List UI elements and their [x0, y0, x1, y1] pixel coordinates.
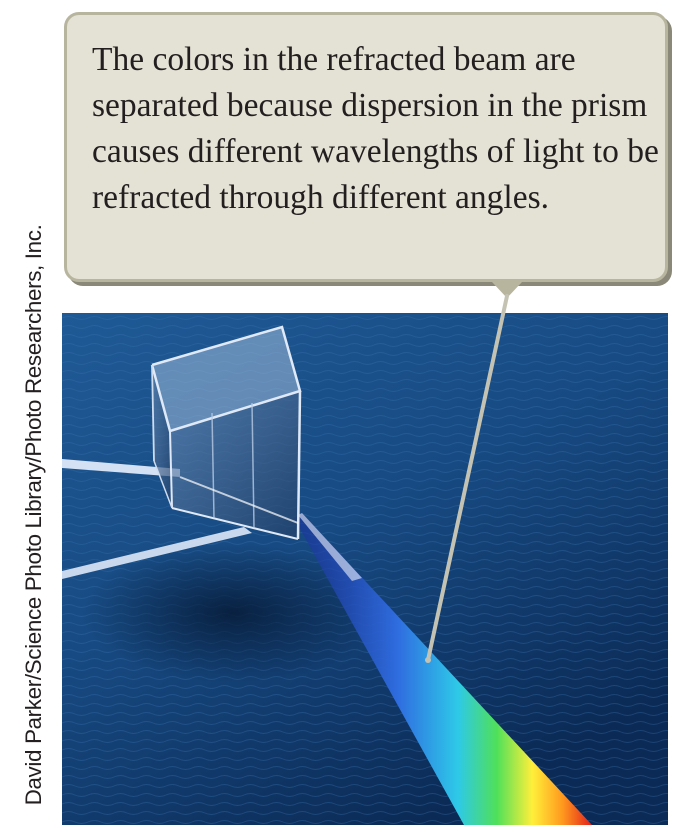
photo-credit: David Parker/Science Photo Library/Photo… [21, 224, 46, 806]
spectrum-beam [294, 513, 592, 825]
callout-text: The colors in the refracted beam are sep… [92, 41, 659, 216]
prism-shadow [82, 543, 382, 683]
callout-box: The colors in the refracted beam are sep… [64, 12, 668, 282]
incident-beam-upper [62, 459, 180, 477]
prism [150, 325, 302, 540]
incident-beam-lower [62, 527, 252, 579]
prism-photo [62, 313, 668, 825]
